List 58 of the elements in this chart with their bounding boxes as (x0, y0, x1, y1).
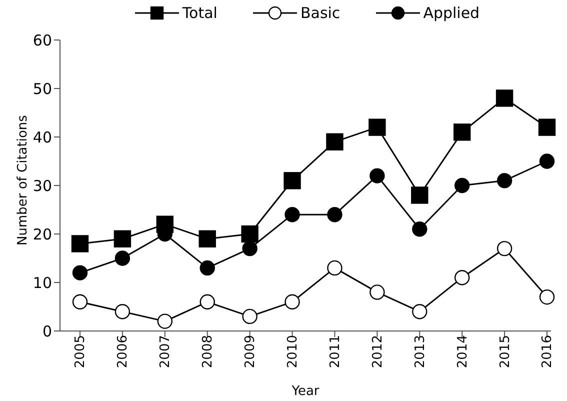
legend-label: Basic (300, 4, 340, 22)
point (539, 154, 555, 169)
x-tick-label: 2010 (286, 335, 301, 368)
point (198, 230, 216, 248)
point (242, 240, 258, 256)
point (368, 118, 386, 136)
point (157, 314, 173, 329)
y-tick-label: 30 (32, 176, 52, 195)
x-tick-label: 2015 (498, 335, 513, 368)
point (114, 304, 130, 320)
point (370, 284, 385, 300)
point (453, 124, 471, 141)
point (412, 222, 428, 237)
point (411, 186, 428, 204)
point (496, 240, 512, 256)
y-tick-label: 60 (32, 31, 52, 50)
x-axis-title: Year (290, 384, 320, 399)
point (538, 118, 556, 136)
point (327, 207, 342, 222)
y-tick-label: 40 (32, 128, 52, 146)
point (114, 250, 130, 266)
y-axis-title: Number of Citations (16, 114, 31, 246)
x-tick-label: 2009 (243, 335, 258, 368)
y-tick-label: 0 (42, 322, 52, 340)
point (114, 230, 132, 248)
point (454, 270, 470, 286)
point (327, 260, 342, 276)
y-tick-label: 10 (32, 274, 52, 292)
x-tick-label: 2005 (73, 335, 88, 368)
x-tick-label: 2012 (370, 335, 386, 368)
x-tick-label: 2014 (455, 335, 470, 368)
point (496, 90, 514, 107)
x-tick-label: 2016 (540, 335, 556, 368)
point (71, 235, 89, 252)
y-tick-label: 50 (32, 80, 52, 98)
point (284, 294, 300, 310)
point (454, 178, 470, 194)
x-tick-label: 2011 (328, 335, 343, 368)
point (539, 289, 555, 305)
legend-label: Applied (423, 4, 480, 22)
point (412, 304, 428, 320)
point (72, 294, 88, 310)
point (284, 207, 300, 222)
legend-label: Total (182, 4, 218, 22)
x-tick-label: 2008 (200, 335, 216, 368)
point (241, 225, 258, 243)
point (496, 173, 512, 188)
point (200, 294, 215, 310)
x-tick-label: 2013 (412, 335, 428, 368)
x-tick-label: 2006 (116, 335, 131, 368)
y-tick-label: 20 (32, 225, 52, 244)
x-tick-label: 2007 (158, 335, 174, 368)
point (200, 260, 215, 276)
point (326, 133, 344, 150)
point (284, 172, 301, 190)
point (72, 265, 88, 280)
point (370, 168, 385, 184)
point (242, 308, 258, 324)
